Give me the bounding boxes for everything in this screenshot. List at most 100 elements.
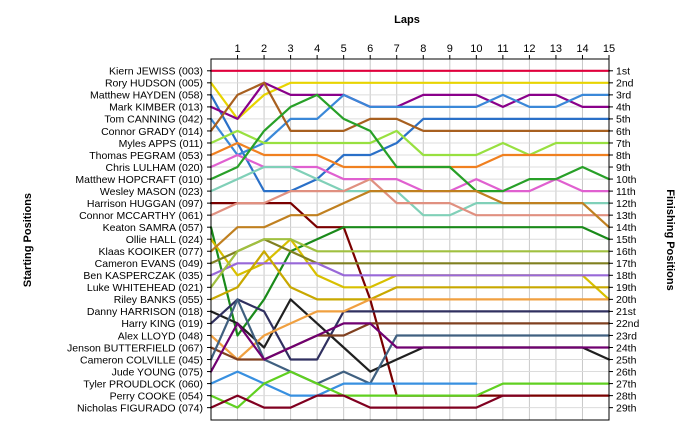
- series-line-10: [209, 93, 611, 193]
- finishing-position-label: 14th: [616, 222, 637, 234]
- finishing-position-label: 17th: [616, 258, 637, 270]
- starting-position-label: Luke WHITEHEAD (021): [87, 282, 203, 294]
- series-line-23: [209, 298, 611, 361]
- lap-tick-label: 13: [550, 43, 562, 55]
- series-line-9: [209, 153, 611, 193]
- starting-position-label: Thomas PEGRAM (053): [89, 150, 203, 162]
- starting-position-label: Chris LULHAM (020): [106, 162, 203, 174]
- starting-position-label: Harrison HUGGAN (097): [87, 198, 203, 210]
- finishing-position-label: 12th: [616, 198, 637, 210]
- lap-tick-label: 12: [523, 43, 535, 55]
- finishing-position-label: 1st: [616, 66, 630, 78]
- starting-position-label: Mark KIMBER (013): [109, 102, 203, 114]
- lap-tick-label: 5: [341, 43, 347, 55]
- series-line-18: [209, 262, 611, 277]
- series-line-14: [209, 226, 611, 337]
- starting-position-label: Ollie HALL (024): [126, 234, 203, 246]
- plot-frame: [207, 55, 613, 421]
- y-axis-title-right: Finishing Positions: [664, 189, 676, 290]
- finishing-position-label: 11th: [616, 186, 636, 198]
- starting-position-label: Perry COOKE (054): [110, 390, 203, 402]
- series-line-5: [209, 93, 611, 157]
- finishing-position-label: 18th: [616, 270, 637, 282]
- y-axis-title-left: Starting Positions: [22, 193, 34, 287]
- series-line-13: [209, 178, 611, 217]
- series-line-26: [209, 322, 611, 373]
- finishing-position-label: 26th: [616, 366, 637, 378]
- starting-position-label: Tyler PROUDLOCK (060): [83, 378, 203, 390]
- finishing-position-label: 2nd: [616, 78, 634, 90]
- starting-position-label: Cameron EVANS (049): [95, 258, 203, 270]
- series-line-19: [209, 238, 611, 289]
- finishing-position-label: 16th: [616, 246, 637, 258]
- finishing-position-label: 25th: [616, 354, 637, 366]
- series-line-6: [209, 81, 611, 132]
- starting-position-label: Klaas KOOIKER (077): [99, 246, 203, 258]
- starting-position-label: Ben KASPERCZAK (035): [83, 270, 203, 282]
- lap-tick-label: 14: [576, 43, 588, 55]
- finishing-position-label: 20th: [616, 294, 637, 306]
- starting-position-label: Riley BANKS (055): [114, 294, 203, 306]
- starting-position-label: Keaton SAMRA (057): [103, 222, 203, 234]
- lap-tick-label: 6: [367, 43, 373, 55]
- lap-tick-label: 15: [603, 43, 615, 55]
- series-line-17: [209, 238, 611, 265]
- lap-tick-label: 7: [394, 43, 400, 55]
- x-axis-title: Laps: [394, 14, 420, 26]
- starting-position-label: Connor GRADY (014): [101, 126, 203, 138]
- finishing-position-label: 5th: [616, 114, 631, 126]
- starting-position-label: Cameron COLVILLE (045): [80, 354, 203, 366]
- finishing-position-label: 23rd: [616, 330, 637, 342]
- series-line-7: [209, 129, 611, 157]
- starting-position-label: Harry KING (019): [121, 318, 203, 330]
- finishing-position-label: 15th: [616, 234, 637, 246]
- finishing-position-label: 6th: [616, 126, 631, 138]
- series-line-28: [209, 370, 611, 409]
- finishing-position-label: 8th: [616, 150, 631, 162]
- starting-position-label: Wesley MASON (023): [100, 186, 203, 198]
- starting-position-label: Kiern JEWISS (003): [109, 66, 203, 78]
- lap-tick-label: 11: [497, 43, 508, 55]
- series-line-27: [209, 370, 478, 397]
- series-line-25: [209, 298, 611, 385]
- starting-position-label: Rory HUDSON (005): [105, 78, 203, 90]
- finishing-position-label: 4th: [616, 102, 631, 114]
- lap-tick-label: 8: [420, 43, 426, 55]
- starting-position-label: Myles APPS (011): [119, 138, 203, 150]
- series-line-3: [209, 93, 611, 193]
- series-line-15: [209, 238, 611, 301]
- series-line-20: [209, 250, 611, 301]
- starting-position-label: Matthew HOPCRAFT (010): [75, 174, 203, 186]
- lap-tick-label: 2: [261, 43, 267, 55]
- finishing-position-label: 13th: [616, 210, 637, 222]
- finishing-position-label: 27th: [616, 378, 637, 390]
- series-line-4: [209, 81, 611, 120]
- finishing-position-label: 9th: [616, 162, 631, 174]
- finishing-position-label: 28th: [616, 390, 637, 402]
- lap-tick-label: 1: [234, 43, 240, 55]
- lap-tick-label: 10: [470, 43, 482, 55]
- finishing-position-label: 3rd: [616, 90, 631, 102]
- series-lines: [209, 69, 611, 409]
- finishing-position-label: 24th: [616, 342, 637, 354]
- starting-position-label: Danny HARRISON (018): [87, 306, 203, 318]
- starting-position-label: Jenson BUTTERFIELD (067): [67, 342, 203, 354]
- finishing-position-label: 7th: [616, 138, 631, 150]
- finishing-position-label: 21st: [616, 306, 636, 318]
- finishing-position-label: 10th: [616, 174, 637, 186]
- finishing-position-label: 29th: [616, 402, 637, 414]
- starting-position-label: Alex LLOYD (048): [118, 330, 203, 342]
- starting-position-label: Connor MCCARTHY (061): [79, 210, 203, 222]
- series-line-22: [209, 298, 611, 361]
- lap-tick-label: 4: [314, 43, 320, 55]
- lap-tick-label: 3: [288, 43, 294, 55]
- finishing-position-label: 19th: [616, 282, 637, 294]
- series-line-16: [209, 190, 611, 253]
- series-line-29: [209, 394, 531, 409]
- starting-position-label: Nicholas FIGURADO (074): [77, 402, 203, 414]
- starting-position-label: Jude YOUNG (075): [112, 366, 203, 378]
- starting-position-label: Tom CANNING (042): [104, 114, 203, 126]
